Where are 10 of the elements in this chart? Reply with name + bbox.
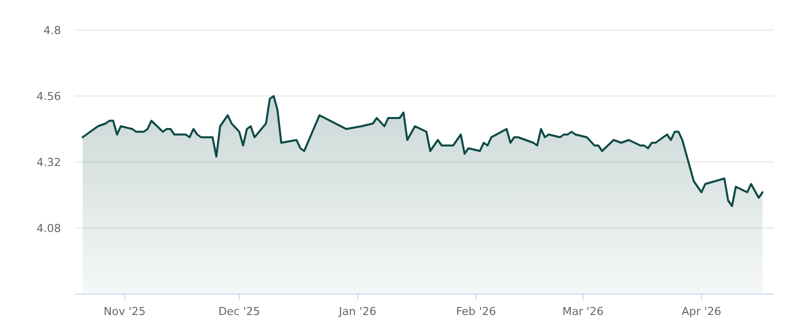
x-tick-label: Nov '25 [104, 305, 146, 318]
x-tick-label: Mar '26 [562, 305, 604, 318]
x-tick-label: Apr '26 [682, 305, 722, 318]
y-tick-label: 4.32 [36, 156, 61, 169]
x-tick-label: Jan '26 [338, 305, 376, 318]
x-tick-label: Dec '25 [218, 305, 260, 318]
y-tick-label: 4.08 [36, 222, 61, 235]
y-tick-label: 4.8 [44, 24, 61, 37]
y-tick-label: 4.56 [36, 90, 61, 103]
x-tick-label: Feb '26 [456, 305, 496, 318]
